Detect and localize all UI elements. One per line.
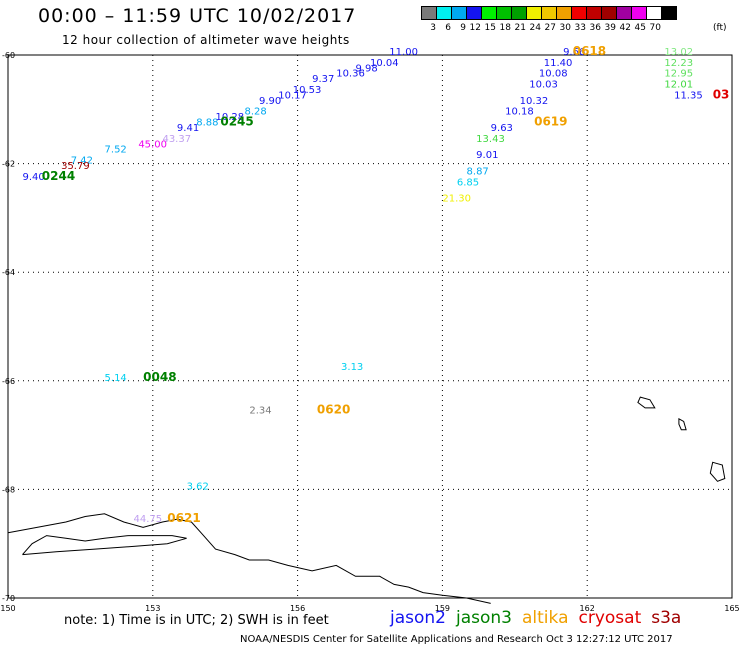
satellite-legend-jason3: jason3 <box>456 608 512 628</box>
island-outline <box>637 396 656 409</box>
pass-time-label: 0048 <box>143 370 176 384</box>
swh-colorbar <box>421 6 677 20</box>
satellite-legend-cryosat: cryosat <box>578 608 642 628</box>
colorbar-tick-label: 15 <box>484 23 496 33</box>
colorbar-tick-label: 30 <box>559 23 571 33</box>
lat-tick-label: -62 <box>2 160 15 169</box>
swh-value-label: 9.40 <box>22 172 44 183</box>
swh-value-label: 6.85 <box>457 177 479 188</box>
swh-value-label: 45.00 <box>138 139 167 150</box>
swh-value-label: 12.01 <box>664 80 693 91</box>
swh-value-label: 7.52 <box>105 145 127 156</box>
lat-tick-label: -68 <box>2 485 15 494</box>
colorbar-tick-label: 6 <box>445 23 451 33</box>
map-frame <box>7 54 733 599</box>
swh-value-label: 13.02 <box>664 47 693 58</box>
swh-value-label: 8.87 <box>467 166 489 177</box>
swh-value-label: 8.88 <box>196 118 218 129</box>
satellite-legend-jason2: jason2 <box>390 608 446 628</box>
swh-value-label: 9.41 <box>177 123 199 134</box>
lat-tick-label: -60 <box>2 51 15 60</box>
swh-value-label: 21.30 <box>442 194 471 205</box>
pass-time-label: 0245 <box>220 115 253 129</box>
footnote: note: 1) Time is in UTC; 2) SWH is in fe… <box>64 613 329 628</box>
swh-value-label: 35.79 <box>61 161 90 172</box>
swh-value-label: 8.28 <box>245 107 267 118</box>
swh-value-label: 5.14 <box>105 373 127 384</box>
colorbar-tick-label: 24 <box>529 23 541 33</box>
colorbar-tick-label: 33 <box>574 23 586 33</box>
swh-value-label: 13.43 <box>476 134 505 145</box>
colorbar-tick-label: 36 <box>589 23 601 33</box>
swh-value-label: 9.90 <box>259 96 281 107</box>
island-outline <box>678 417 687 431</box>
pass-time-label: 0620 <box>317 402 350 416</box>
pass-time-label: 0618 <box>573 44 606 58</box>
swh-value-label: 7.42 <box>71 156 93 167</box>
lon-tick-label: 165 <box>724 604 739 613</box>
swh-value-label: 44.75 <box>133 514 162 525</box>
lon-tick-label: 153 <box>145 604 160 613</box>
swh-value-label: 10.08 <box>539 69 568 80</box>
swh-value-label: 10.18 <box>505 107 534 118</box>
colorbar-tick-label: 3 <box>430 23 436 33</box>
colorbar-tick-label: 45 <box>634 23 646 33</box>
swh-value-label: 2.34 <box>249 405 271 416</box>
swh-value-label: 11.40 <box>544 58 573 69</box>
lon-tick-label: 159 <box>435 604 450 613</box>
lat-tick-label: -70 <box>2 594 15 603</box>
coastline <box>7 513 491 604</box>
lat-tick-label: -64 <box>2 268 15 277</box>
coastline-peninsula <box>22 535 187 556</box>
colorbar-unit: (ft) <box>713 23 727 33</box>
swh-value-label: 10.53 <box>293 85 322 96</box>
swh-value-label: 9.63 <box>491 123 513 134</box>
swh-value-label: 9.66 <box>563 47 585 58</box>
swh-value-label: 12.23 <box>664 58 693 69</box>
map-title: 00:00 – 11:59 UTC 10/02/2017 <box>38 5 357 27</box>
credit-line: NOAA/NESDIS Center for Satellite Applica… <box>240 634 673 645</box>
pass-time-label: 0244 <box>42 169 75 183</box>
colorbar-tick-label: 42 <box>619 23 631 33</box>
lon-tick-label: 162 <box>580 604 595 613</box>
colorbar-tick-label: 27 <box>544 23 556 33</box>
swh-value-label: 11.35 <box>674 90 703 101</box>
lon-tick-label: 156 <box>290 604 305 613</box>
swh-value-label: 11.00 <box>389 47 418 58</box>
pass-time-label: 0619 <box>534 115 567 129</box>
swh-value-label: 10.36 <box>336 69 365 80</box>
swh-value-label: 12.95 <box>664 69 693 80</box>
lat-tick-label: -66 <box>2 377 15 386</box>
swh-value-label: 3.13 <box>341 362 363 373</box>
swh-value-label: 3.62 <box>187 481 209 492</box>
island-outline <box>709 461 726 482</box>
colorbar-tick-label: 18 <box>499 23 511 33</box>
swh-value-label: 43.37 <box>162 134 191 145</box>
colorbar-tick-label: 21 <box>514 23 526 33</box>
swh-value-label: 9.37 <box>312 74 334 85</box>
swh-value-label: 9.98 <box>356 63 378 74</box>
colorbar-tick-label: 39 <box>604 23 616 33</box>
pass-time-label: 03 <box>713 87 730 101</box>
swh-value-label: 10.03 <box>529 80 558 91</box>
lon-tick-label: 150 <box>0 604 15 613</box>
satellite-legend-s3a: s3a <box>651 608 682 628</box>
colorbar-tick-label: 70 <box>649 23 661 33</box>
swh-value-label: 10.32 <box>520 96 549 107</box>
satellite-legend: jason2 jason3 altika cryosat s3a <box>390 608 691 628</box>
swh-value-label: 10.28 <box>216 112 245 123</box>
swh-value-label: 10.17 <box>278 90 307 101</box>
pass-time-label: 0621 <box>167 511 200 525</box>
map-subtitle: 12 hour collection of altimeter wave hei… <box>62 33 350 47</box>
colorbar-tick-label: 9 <box>460 23 466 33</box>
colorbar-swatch <box>661 6 677 20</box>
swh-value-label: 10.04 <box>370 58 399 69</box>
swh-value-label: 9.01 <box>476 150 498 161</box>
colorbar-labels: 3 6 9 12 15 18 21 24 27 30 33 36 39 42 45 70 <box>421 23 661 33</box>
satellite-legend-altika: altika <box>522 608 569 628</box>
colorbar-tick-label: 12 <box>469 23 481 33</box>
